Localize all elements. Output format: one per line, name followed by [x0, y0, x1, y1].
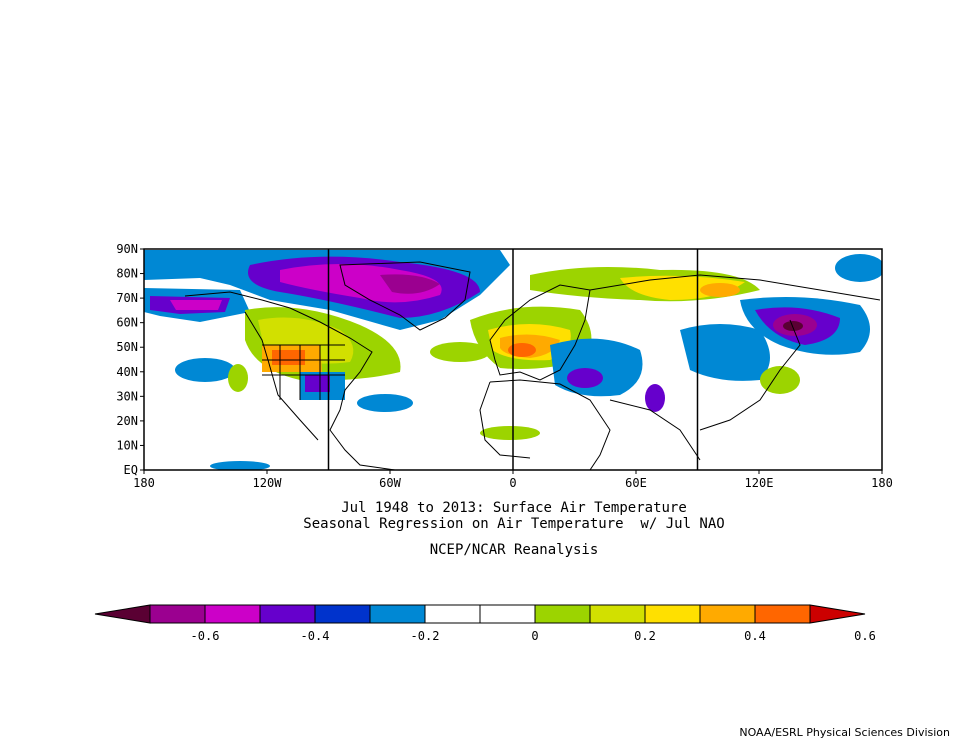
colorbar-swatch	[479, 604, 536, 624]
lat-tick-label: 60N	[116, 316, 138, 330]
lon-tick-label: 180	[133, 476, 155, 490]
shade-atlantic-warm	[430, 342, 490, 362]
lat-tick-label: 50N	[116, 340, 138, 354]
shade-pacific-cold1	[175, 358, 235, 382]
colorbar-swatch	[424, 604, 481, 624]
colorbar-swatch	[314, 604, 371, 624]
title-line-2: Seasonal Regression on Air Temperature w…	[303, 516, 725, 532]
colorbar-swatch	[204, 604, 261, 624]
lon-tick-label: 180	[871, 476, 893, 490]
coastlines	[184, 261, 881, 470]
colorbar-swatch	[644, 604, 701, 624]
lat-tick-label: EQ	[124, 463, 138, 477]
shade-greenland-core	[380, 274, 440, 294]
shade-tropic-cold	[210, 461, 270, 470]
title-line-1: Jul 1948 to 2013: Surface Air Temperatur…	[341, 500, 687, 516]
title-line-3: NCEP/NCAR Reanalysis	[429, 542, 599, 558]
lon-tick-label: 0	[509, 476, 516, 490]
lon-axis: 180 120W 60W 0 60E 120E 180	[133, 470, 893, 490]
colorbar-label: -0.6	[191, 629, 220, 643]
colorbar-swatch	[259, 604, 316, 624]
lat-tick-label: 70N	[116, 291, 138, 305]
colorbar-swatch	[589, 604, 646, 624]
colorbar-swatch	[754, 604, 811, 624]
shade-atlantic-cold	[357, 394, 413, 412]
colorbar-swatch	[149, 604, 206, 624]
shade-pacific-warm1	[228, 364, 248, 392]
colorbar-label: -0.2	[411, 629, 440, 643]
colorbar-label: 0.6	[854, 629, 876, 643]
shade-eeurope-cold-core	[567, 368, 603, 388]
colorbar-label: -0.4	[301, 629, 330, 643]
colorbar-right-arrow	[809, 604, 866, 624]
colorbar-label: 0.4	[744, 629, 766, 643]
shade-europe-core	[508, 343, 536, 357]
coast-na-west	[244, 311, 319, 441]
shade-esiberia-darkest	[783, 321, 803, 331]
colorbar-swatch	[369, 604, 426, 624]
lon-tick-label: 120E	[745, 476, 774, 490]
lat-tick-label: 10N	[116, 438, 138, 452]
colorbar-swatch	[699, 604, 756, 624]
lat-tick-label: 90N	[116, 242, 138, 256]
colorbar-label: 0.2	[634, 629, 656, 643]
shade-pacific-arctic-right	[835, 254, 882, 282]
lat-tick-label: 20N	[116, 414, 138, 428]
shade-usa-cold-core	[305, 375, 330, 392]
shade-asia-cold	[680, 324, 770, 381]
shade-caspian-cold	[645, 384, 665, 412]
shade-eeurope-cold	[550, 338, 643, 397]
coast-africa	[479, 379, 611, 470]
shade-africa-warm	[480, 426, 540, 440]
shade-eastasia-warm	[760, 366, 800, 394]
lat-tick-label: 30N	[116, 389, 138, 403]
coast-greenland	[339, 261, 471, 331]
anomaly-shading	[144, 250, 882, 470]
coast-asia	[589, 274, 881, 461]
colorbar-label: 0	[531, 629, 538, 643]
coast-usa-states	[262, 344, 345, 400]
shade-alaska-strong	[170, 300, 222, 310]
lat-tick-label: 40N	[116, 365, 138, 379]
lat-tick-label: 80N	[116, 267, 138, 281]
lon-tick-label: 60E	[625, 476, 647, 490]
lon-tick-label: 60W	[379, 476, 401, 490]
colorbar-swatch	[534, 604, 591, 624]
coast-north-america	[184, 291, 396, 470]
colorbar-left-arrow	[94, 604, 151, 624]
coast-europe	[489, 284, 591, 381]
lon-tick-label: 120W	[253, 476, 283, 490]
colorbar: -0.6 -0.4 -0.2 0 0.2 0.4 0.6	[94, 604, 876, 643]
lat-axis: 90N 80N 70N 60N 50N 40N 30N 20N 10N EQ	[116, 242, 144, 477]
shade-nsiberia-core	[700, 283, 740, 297]
credit-text: NOAA/ESRL Physical Sciences Division	[739, 726, 950, 739]
